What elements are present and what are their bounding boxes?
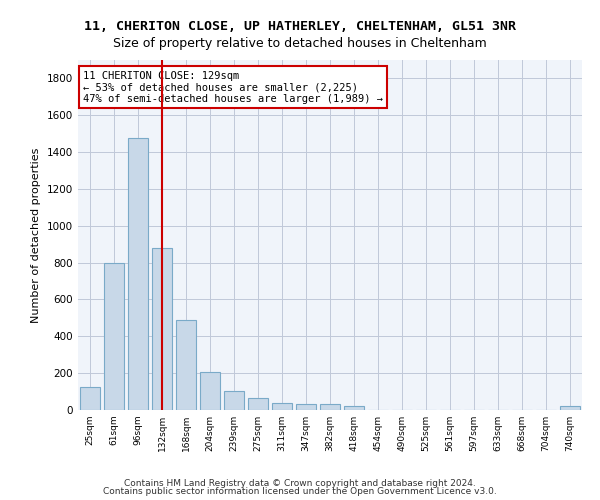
Text: 11, CHERITON CLOSE, UP HATHERLEY, CHELTENHAM, GL51 3NR: 11, CHERITON CLOSE, UP HATHERLEY, CHELTE… <box>84 20 516 33</box>
Bar <box>176 320 196 410</box>
Bar <box>152 248 172 410</box>
Bar <box>128 138 148 410</box>
Bar <box>200 372 220 410</box>
Bar <box>104 262 124 410</box>
Bar <box>80 387 100 410</box>
Bar <box>224 390 244 410</box>
Bar <box>344 406 364 410</box>
Bar <box>560 406 580 410</box>
Bar <box>248 398 268 410</box>
Bar <box>272 402 292 410</box>
Bar <box>296 404 316 410</box>
Text: Size of property relative to detached houses in Cheltenham: Size of property relative to detached ho… <box>113 38 487 51</box>
Y-axis label: Number of detached properties: Number of detached properties <box>31 148 41 322</box>
Text: 11 CHERITON CLOSE: 129sqm
← 53% of detached houses are smaller (2,225)
47% of se: 11 CHERITON CLOSE: 129sqm ← 53% of detac… <box>83 70 383 104</box>
Text: Contains public sector information licensed under the Open Government Licence v3: Contains public sector information licen… <box>103 487 497 496</box>
Bar <box>320 404 340 410</box>
Text: Contains HM Land Registry data © Crown copyright and database right 2024.: Contains HM Land Registry data © Crown c… <box>124 478 476 488</box>
